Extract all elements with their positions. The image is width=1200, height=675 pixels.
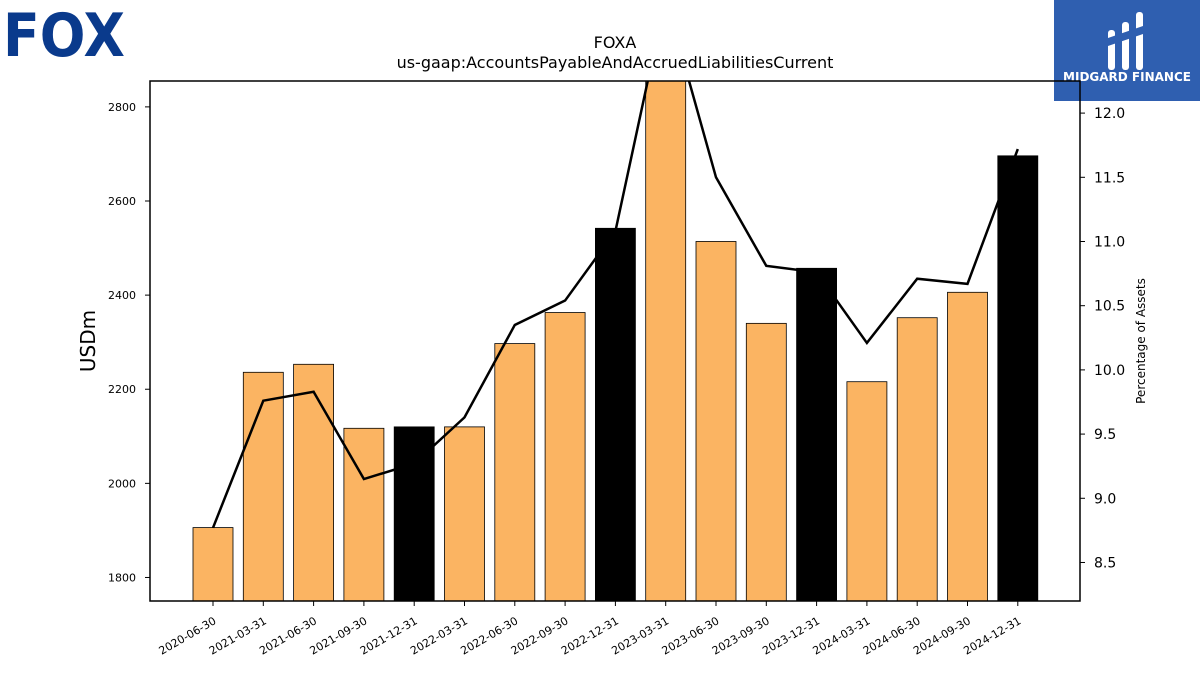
- bar-2023-09-30: [745, 322, 787, 601]
- fox-logo-text: FOX: [3, 1, 125, 71]
- x-axis: 2020-06-302021-03-312021-06-302021-09-30…: [157, 601, 1023, 658]
- fox-logo: FOX: [3, 1, 125, 71]
- y2-tick-label: 12.0: [1094, 106, 1125, 122]
- bar-2022-12-31: [595, 227, 636, 601]
- y2-tick-label: 9.0: [1094, 491, 1116, 507]
- y-tick-label: 1800: [108, 571, 136, 584]
- bar-2022-06-30: [494, 343, 536, 601]
- y-tick-label: 2600: [108, 195, 136, 208]
- chart-subtitle: us-gaap:AccountsPayableAndAccruedLiabili…: [397, 53, 834, 72]
- bar-2021-12-31: [393, 426, 435, 601]
- y-axis-right: 8.5 9.0 9.5 10.0 10.5 11.0 11.5 12.0: [1080, 106, 1125, 571]
- bar-2023-03-31: [645, 81, 687, 601]
- y2-tick-label: 10.0: [1094, 363, 1125, 379]
- bar-2021-06-30: [293, 363, 335, 601]
- midgard-logo-mark-icon: [1108, 12, 1143, 70]
- bar-2022-03-31: [444, 426, 485, 601]
- y2-tick-label: 10.5: [1094, 299, 1125, 315]
- bar-2024-06-30: [896, 317, 938, 601]
- y2-tick-label: 11.5: [1094, 170, 1125, 186]
- y2-tick-label: 9.5: [1094, 427, 1116, 443]
- midgard-finance-logo: MIDGARD FINANCE: [1054, 0, 1200, 101]
- y-axis-label: USDm: [76, 310, 100, 372]
- bar-2022-09-30: [544, 312, 586, 601]
- y-axis-left: 1800 2000 2200 2400 2600 2800: [108, 101, 150, 584]
- midgard-logo-text: MIDGARD FINANCE: [1063, 70, 1191, 84]
- bar-2024-12-31: [997, 155, 1039, 601]
- y2-tick-label: 8.5: [1094, 555, 1116, 571]
- y-tick-label: 2200: [108, 383, 136, 396]
- bar-2023-06-30: [695, 241, 737, 601]
- y-tick-label: 2400: [108, 289, 136, 302]
- y-tick-label: 2800: [108, 101, 136, 114]
- bars-layer: [192, 81, 1039, 601]
- line-layer: [211, 81, 1019, 529]
- pct-of-assets-line: [211, 81, 1019, 529]
- bar-2020-06-30: [192, 527, 234, 601]
- y2-axis-label: Percentage of Assets: [1134, 278, 1148, 404]
- bar-2023-12-31: [796, 267, 837, 601]
- chart-title: FOXA: [594, 33, 637, 52]
- y2-tick-label: 11.0: [1094, 234, 1125, 250]
- bar-2024-03-31: [846, 381, 888, 601]
- bar-2024-09-30: [947, 291, 988, 601]
- y-tick-label: 2000: [108, 477, 136, 490]
- x-tick-label: 2024-12-31: [961, 614, 1023, 657]
- bar-2021-03-31: [242, 371, 284, 601]
